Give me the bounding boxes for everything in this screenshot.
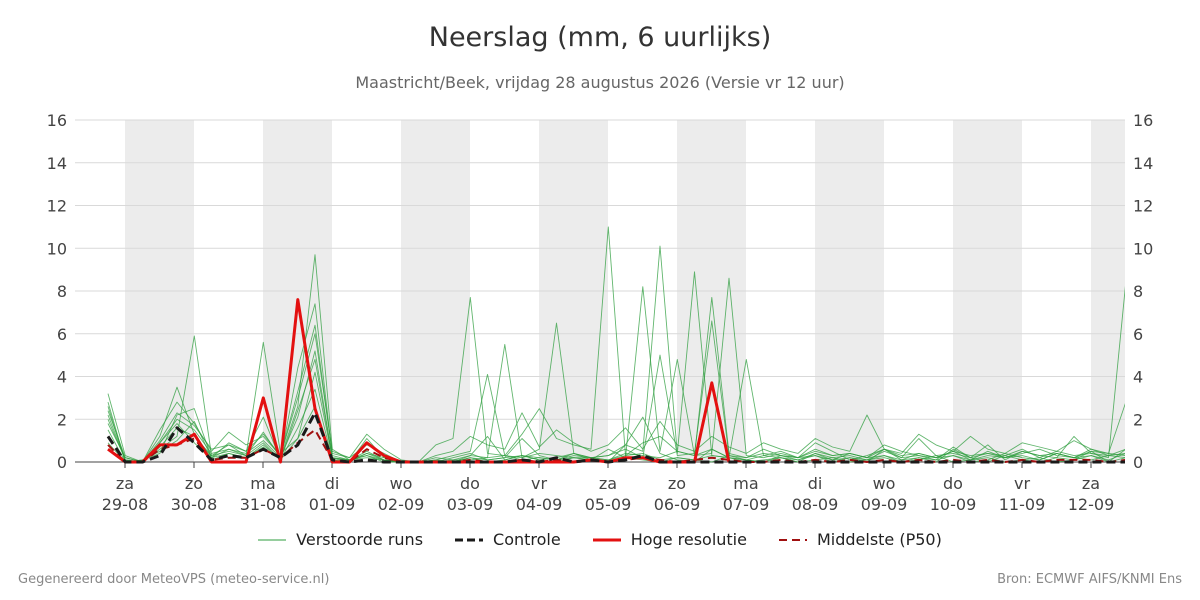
x-tick-label-day: za: [599, 474, 617, 493]
legend-swatch-hires: [592, 538, 621, 541]
x-tick-label-date: 31-08: [240, 495, 287, 514]
y-tick-label-left: 6: [57, 325, 67, 344]
y-tick-label-right: 10: [1133, 239, 1153, 258]
y-tick-label-left: 0: [57, 453, 67, 472]
chart-title: Neerslag (mm, 6 uurlijks): [428, 22, 772, 53]
y-tick-label-right: 2: [1133, 410, 1143, 429]
x-tick-label-date: 03-09: [447, 495, 494, 514]
y-tick-label-left: 8: [57, 282, 67, 301]
x-tick-label-day: di: [808, 474, 823, 493]
x-tick-label-date: 09-09: [861, 495, 908, 514]
legend-swatch-control: [455, 538, 484, 541]
legend-label-hires: Hoge resolutie: [630, 530, 747, 549]
legend-label-members: Verstoorde runs: [296, 530, 424, 549]
x-tick-label-date: 29-08: [102, 495, 149, 514]
x-tick-label-day: wo: [390, 474, 413, 493]
x-tick-label-date: 01-09: [309, 495, 356, 514]
y-tick-label-right: 12: [1133, 197, 1153, 216]
x-tick-label-day: vr: [531, 474, 547, 493]
legend-item-hires[interactable]: Hoge resolutie: [592, 530, 747, 549]
x-tick-label-day: do: [943, 474, 963, 493]
x-tick-label-date: 07-09: [723, 495, 770, 514]
footer-generated-by: Gegenereerd door MeteoVPS (meteo-service…: [18, 572, 330, 587]
x-tick-label-date: 10-09: [930, 495, 977, 514]
y-tick-label-left: 12: [47, 197, 67, 216]
x-tick-label-date: 11-09: [999, 495, 1046, 514]
chart-subtitle: Maastricht/Beek, vrijdag 28 augustus 202…: [355, 73, 845, 92]
x-tick-label-date: 02-09: [378, 495, 425, 514]
y-tick-label-right: 6: [1133, 325, 1143, 344]
x-tick-label-date: 30-08: [171, 495, 218, 514]
y-tick-label-left: 4: [57, 368, 67, 387]
x-tick-label-date: 12-09: [1068, 495, 1115, 514]
y-tick-label-left: 16: [47, 111, 67, 130]
x-tick-label-day: do: [460, 474, 480, 493]
ensemble-member-line: [107, 277, 1125, 463]
y-tick-label-left: 10: [47, 239, 67, 258]
y-tick-label-left: 14: [47, 154, 67, 173]
x-tick-label-day: zo: [185, 474, 203, 493]
legend-swatch-median: [778, 538, 807, 541]
x-tick-label-day: za: [116, 474, 134, 493]
legend-item-control[interactable]: Controle: [455, 530, 561, 549]
x-tick-label-day: wo: [873, 474, 896, 493]
x-tick-label-day: ma: [250, 474, 275, 493]
x-tick-label-date: 04-09: [516, 495, 563, 514]
y-tick-label-right: 16: [1133, 111, 1153, 130]
legend-label-control: Controle: [493, 530, 561, 549]
y-tick-label-right: 4: [1133, 368, 1143, 387]
legend-item-median[interactable]: Middelste (P50): [778, 530, 942, 549]
x-tick-label-day: zo: [668, 474, 686, 493]
x-tick-label-day: di: [325, 474, 340, 493]
y-tick-label-right: 14: [1133, 154, 1153, 173]
footer-source: Bron: ECMWF AIFS/KNMI Ens: [997, 572, 1182, 587]
y-tick-label-left: 2: [57, 410, 67, 429]
legend-label-median: Middelste (P50): [816, 530, 942, 549]
x-tick-label-date: 05-09: [585, 495, 632, 514]
x-tick-label-date: 06-09: [654, 495, 701, 514]
ensemble-member-line: [107, 254, 1125, 463]
x-tick-label-date: 08-09: [792, 495, 839, 514]
legend-item-members[interactable]: Verstoorde runs: [258, 530, 423, 549]
legend-swatch-members: [258, 539, 287, 540]
ensemble-member-line: [107, 333, 1125, 463]
x-tick-label-day: ma: [733, 474, 758, 493]
x-tick-label-day: za: [1082, 474, 1100, 493]
chart-legend: Verstoorde runs Controle Hoge resolutie …: [0, 530, 1200, 549]
x-tick-label-day: vr: [1014, 474, 1030, 493]
y-tick-label-right: 8: [1133, 282, 1143, 301]
y-tick-label-right: 0: [1133, 453, 1143, 472]
